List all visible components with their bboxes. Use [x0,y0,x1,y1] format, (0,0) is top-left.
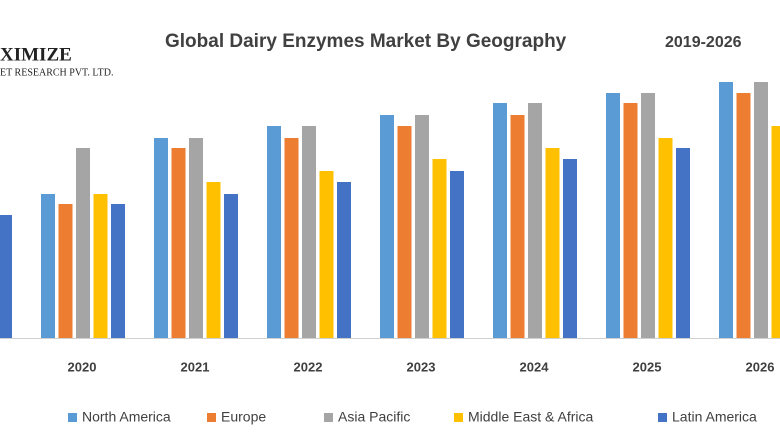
bar [58,204,73,338]
bar [93,194,108,338]
bar [337,182,351,338]
logo-name: XIMIZE [0,44,72,65]
legend-label: Middle East & Africa [468,409,593,425]
legend-swatch [68,413,77,422]
bar [206,182,221,338]
bar [171,148,186,338]
bar [676,148,690,338]
x-tick-label: 2024 [520,359,550,374]
legend-swatch [454,413,463,422]
legend-swatch [658,413,667,422]
bar [267,126,281,338]
x-tick-label: 2022 [294,359,323,374]
bar [111,204,125,338]
bar [641,93,655,338]
x-tick-label: 2026 [746,359,775,374]
x-tick-label: 2023 [407,359,436,374]
bar [623,103,638,338]
bar [528,103,542,338]
bar [606,93,620,338]
bar [397,126,412,338]
bar [493,103,507,338]
legend-swatch [207,413,216,422]
legend-label: North America [82,409,171,425]
bar [563,159,577,338]
bar [719,82,733,338]
bar [450,171,464,338]
chart-title: Global Dairy Enzymes Market By Geography [165,31,567,52]
legend-label: Asia Pacific [338,409,410,425]
bar [754,82,768,338]
bar [736,93,751,338]
bar [224,194,238,338]
bar [771,126,780,338]
x-tick-label: 2025 [633,359,662,374]
bar [432,159,447,338]
bar [302,126,316,338]
legend-swatch [324,413,333,422]
x-tick-label: 2020 [68,359,97,374]
x-tick-label: 2021 [181,359,210,374]
bar [154,138,168,338]
bar [319,171,334,338]
bar [380,115,394,338]
bar [658,138,673,338]
bar [284,138,299,338]
bar [189,138,203,338]
bar [41,194,55,338]
bar [510,115,525,338]
bar [0,215,12,338]
legend-label: Europe [221,409,266,425]
legend-label: Latin America [672,409,757,425]
chart-subtitle: 2019-2026 [665,34,742,51]
bar [76,148,90,338]
bar [545,148,560,338]
logo-subtitle: ET RESEARCH PVT. LTD. [0,67,113,78]
bar [415,115,429,338]
